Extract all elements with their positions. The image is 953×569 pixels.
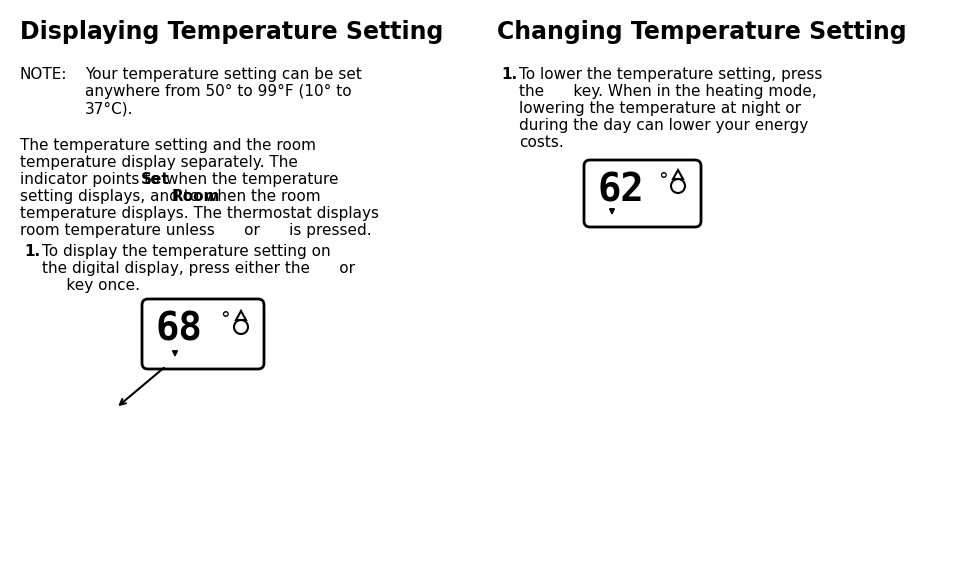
Text: costs.: costs. — [518, 135, 563, 150]
Text: Set: Set — [141, 172, 170, 187]
Text: NOTE:: NOTE: — [20, 67, 68, 82]
Text: 62: 62 — [598, 171, 644, 209]
Text: 68: 68 — [156, 310, 203, 348]
Text: °: ° — [658, 171, 667, 190]
FancyBboxPatch shape — [583, 160, 700, 227]
Text: when the room: when the room — [200, 189, 320, 204]
Text: the      key. When in the heating mode,: the key. When in the heating mode, — [518, 84, 816, 99]
Text: Changing Temperature Setting: Changing Temperature Setting — [497, 20, 905, 44]
Text: setting displays, and to: setting displays, and to — [20, 189, 204, 204]
Text: The temperature setting and the room: The temperature setting and the room — [20, 138, 315, 153]
FancyBboxPatch shape — [142, 299, 264, 369]
Text: during the day can lower your energy: during the day can lower your energy — [518, 118, 807, 133]
Text: 1.: 1. — [500, 67, 517, 82]
Text: °: ° — [220, 310, 230, 329]
Text: key once.: key once. — [42, 278, 140, 293]
Text: room temperature unless      or      is pressed.: room temperature unless or is pressed. — [20, 223, 372, 238]
Text: To display the temperature setting on: To display the temperature setting on — [42, 244, 331, 259]
Text: Displaying Temperature Setting: Displaying Temperature Setting — [20, 20, 443, 44]
Text: when the temperature: when the temperature — [161, 172, 338, 187]
Text: 1.: 1. — [24, 244, 40, 259]
Text: the digital display, press either the      or: the digital display, press either the or — [42, 261, 355, 276]
Text: To lower the temperature setting, press: To lower the temperature setting, press — [518, 67, 821, 82]
Text: temperature displays. The thermostat displays: temperature displays. The thermostat dis… — [20, 206, 378, 221]
Text: 37°C).: 37°C). — [85, 101, 133, 116]
Text: lowering the temperature at night or: lowering the temperature at night or — [518, 101, 801, 116]
Text: anywhere from 50° to 99°F (10° to: anywhere from 50° to 99°F (10° to — [85, 84, 352, 99]
Text: temperature display separately. The: temperature display separately. The — [20, 155, 297, 170]
Text: Room: Room — [172, 189, 220, 204]
Text: Your temperature setting can be set: Your temperature setting can be set — [85, 67, 361, 82]
Text: indicator points to: indicator points to — [20, 172, 164, 187]
